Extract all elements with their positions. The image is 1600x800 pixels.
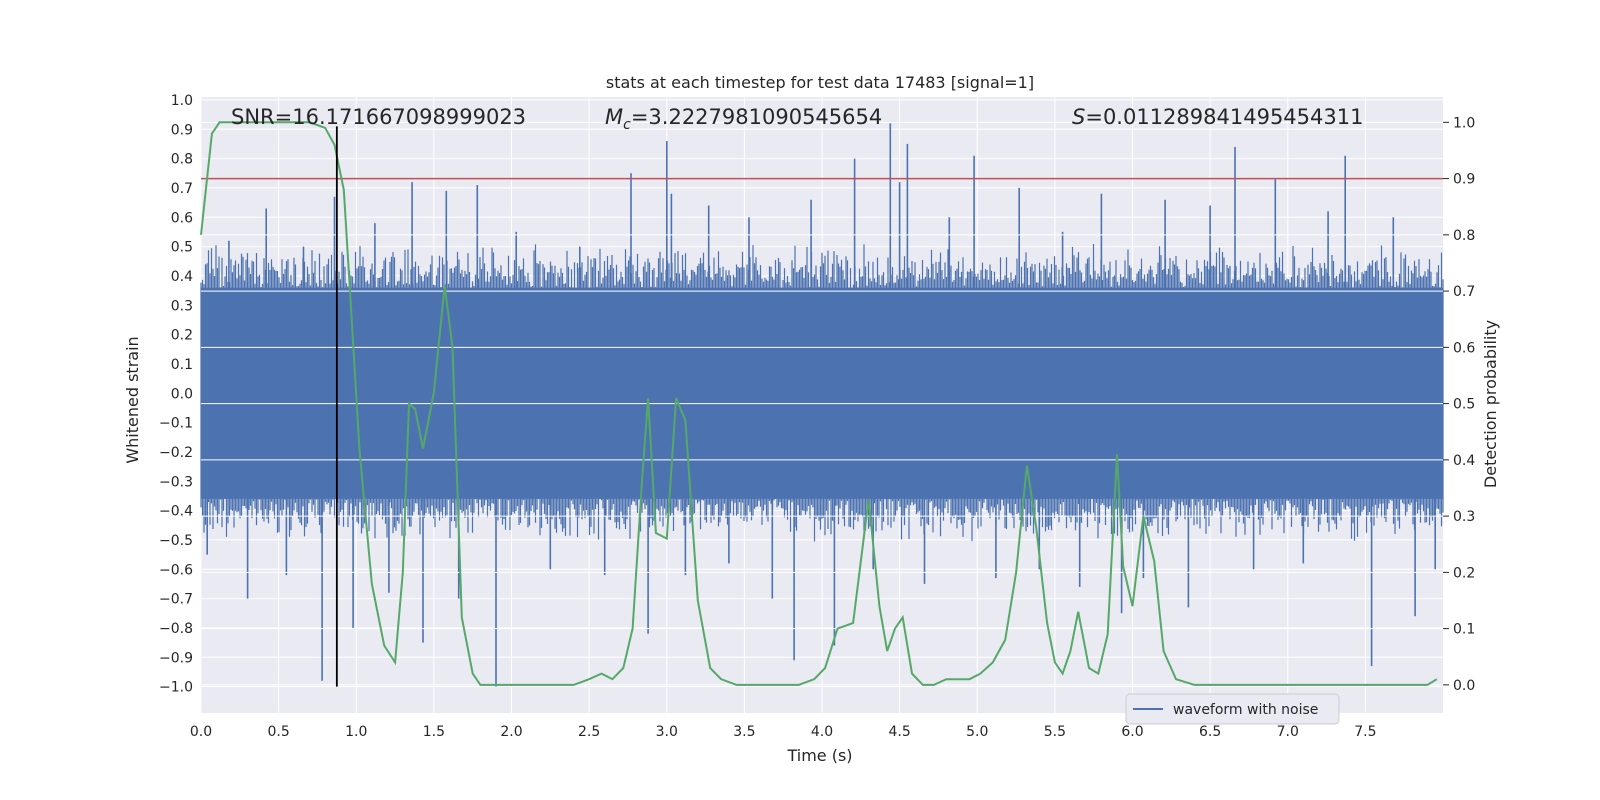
chirp-mass-subscript: c <box>623 117 631 133</box>
y-right-tick-label: 0.7 <box>1453 284 1475 300</box>
y-left-tick-label: 0.0 <box>171 386 193 402</box>
x-tick-label: 5.0 <box>966 724 988 740</box>
legend-label-waveform: waveform with noise <box>1173 702 1318 718</box>
detection-probability-line <box>200 121 1438 686</box>
y-left-tick-label: −0.8 <box>159 621 193 637</box>
y-right-tick-label: 0.0 <box>1453 678 1475 694</box>
left-axis: 1.0 0.9 0.8 0.7 0.6 0.5 0.4 0.3 0.2 0.1 0.0 −0.1 −0.… <box>159 93 193 696</box>
chart-title: stats at each timestep for test data 174… <box>606 73 1034 92</box>
chirp-mass-value: =3.2227981090545654 <box>631 105 882 129</box>
overlay-lines <box>200 121 1443 687</box>
x-tick-label: 2.5 <box>578 724 600 740</box>
y-right-tick-label: 0.3 <box>1453 509 1475 525</box>
spin-symbol: S <box>1072 105 1085 129</box>
x-tick-label: 0.0 <box>190 724 212 740</box>
y-left-tick-label: 0.3 <box>171 298 193 314</box>
x-tick-label: 2.0 <box>500 724 522 740</box>
x-tick-label: 0.5 <box>267 724 289 740</box>
y-left-tick-label: −1.0 <box>159 680 193 696</box>
legend-box <box>1125 693 1340 725</box>
spin-annotation: S=0.011289841495454311 <box>1072 105 1363 129</box>
y-right-tick-label: 0.6 <box>1453 340 1475 356</box>
y-left-tick-label: 0.8 <box>171 152 193 168</box>
y-left-tick-label: −0.5 <box>159 533 193 549</box>
y-left-tick-label: 0.1 <box>171 357 193 373</box>
y-left-tick-label: 0.2 <box>171 328 193 344</box>
y-left-tick-label: −0.9 <box>159 650 193 666</box>
y-left-tick-label: 0.6 <box>171 210 193 226</box>
chirp-mass-annotation: Mc=3.2227981090545654 <box>605 105 882 133</box>
y-right-tick-label: 0.8 <box>1453 228 1475 244</box>
y-left-tick-label: −0.2 <box>159 445 193 461</box>
y-left-tick-label: −0.6 <box>159 562 193 578</box>
y-right-tick-label: 0.5 <box>1453 397 1475 413</box>
y-left-tick-label: 0.7 <box>171 181 193 197</box>
x-tick-label: 1.5 <box>423 724 445 740</box>
y-left-tick-label: 0.5 <box>171 240 193 256</box>
y-right-tick-label: 0.2 <box>1453 565 1475 581</box>
y-axis-label-left: Whitened strain <box>123 336 142 463</box>
y-left-tick-label: −0.4 <box>159 504 193 520</box>
y-left-tick-label: 1.0 <box>171 93 193 109</box>
y-right-tick-label: 0.9 <box>1453 172 1475 188</box>
y-right-tick-label: 0.4 <box>1453 453 1475 469</box>
right-axis: 0.0 0.1 0.2 0.3 0.4 0.5 0.6 0.7 0.8 0.9 1.0 <box>1443 115 1475 694</box>
y-left-tick-label: −0.3 <box>159 474 193 490</box>
waveform-series <box>200 121 1444 687</box>
x-tick-label: 5.5 <box>1044 724 1066 740</box>
x-tick-label: 1.0 <box>345 724 367 740</box>
spin-value: =0.011289841495454311 <box>1085 105 1363 129</box>
x-axis-label: Time (s) <box>786 746 852 765</box>
x-tick-label: 4.5 <box>888 724 910 740</box>
y-axis-label-right: Detection probability <box>1481 320 1500 488</box>
x-axis: 0.0 0.5 1.0 1.5 2.0 2.5 3.0 3.5 4.0 4.5 5.0 5.5 6.0 6… <box>190 724 1377 740</box>
y-left-tick-label: −0.1 <box>159 416 193 432</box>
snr-annotation: SNR=16.171667098999023 <box>231 105 526 129</box>
x-tick-label: 6.0 <box>1121 724 1143 740</box>
chirp-mass-symbol: M <box>605 105 623 129</box>
waveform-noise <box>200 244 1444 542</box>
x-tick-label: 3.5 <box>733 724 755 740</box>
y-left-tick-label: −0.7 <box>159 592 193 608</box>
y-left-tick-label: 0.9 <box>171 122 193 138</box>
y-right-tick-label: 0.1 <box>1453 622 1475 638</box>
legend: waveform with noise <box>1125 693 1340 725</box>
x-tick-label: 4.0 <box>811 724 833 740</box>
x-tick-label: 3.0 <box>656 724 678 740</box>
x-tick-label: 7.5 <box>1354 724 1376 740</box>
y-right-tick-label: 1.0 <box>1453 115 1475 131</box>
x-tick-label: 6.5 <box>1199 724 1221 740</box>
x-tick-label: 7.0 <box>1277 724 1299 740</box>
waveform-spikes <box>206 123 1436 687</box>
y-left-tick-label: 0.4 <box>171 269 193 285</box>
